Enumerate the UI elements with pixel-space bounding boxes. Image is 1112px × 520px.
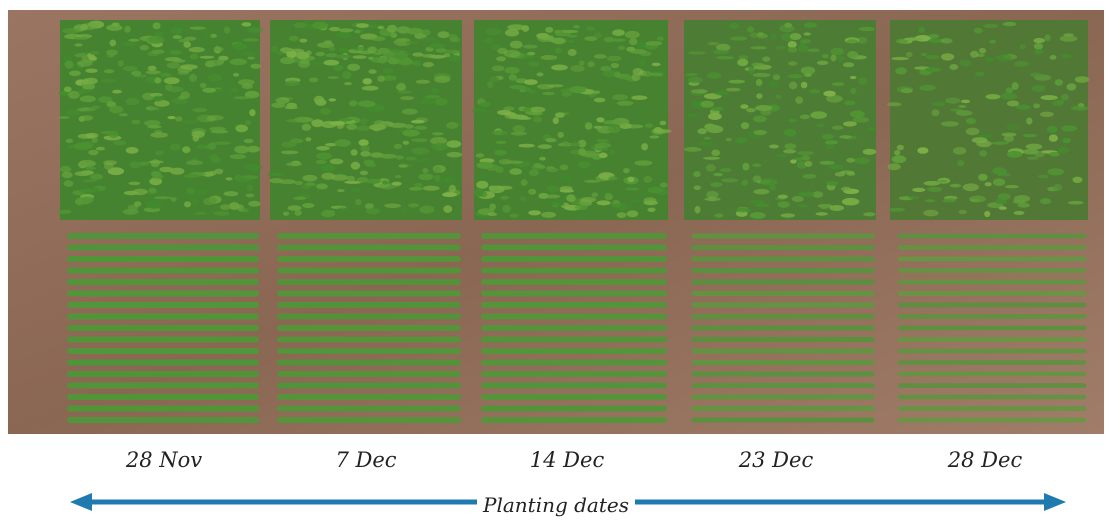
planting-date-23-dec: 23 Dec <box>738 448 814 472</box>
planting-dates-label: Planting dates <box>477 493 635 517</box>
arrow-left-head-icon <box>70 493 92 511</box>
arrow-right-head-icon <box>1044 493 1066 511</box>
planting-date-28-nov: 28 Nov <box>125 448 203 472</box>
planting-date-28-dec: 28 Dec <box>947 448 1023 472</box>
aerial-field-photo <box>8 10 1104 434</box>
planting-date-7-dec: 7 Dec <box>335 448 397 472</box>
planting-date-14-dec: 14 Dec <box>529 448 605 472</box>
